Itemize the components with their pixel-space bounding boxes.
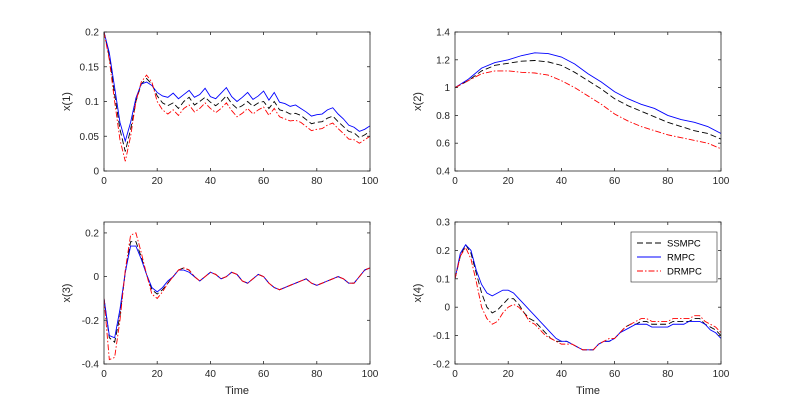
legend: SSMPC RMPC DRMPC bbox=[630, 231, 718, 283]
x-tick-label: 40 bbox=[556, 176, 568, 187]
y-axis-label: x(2) bbox=[412, 92, 424, 111]
subplot-2: 0 20 40 60 80 100 0.4 0.6 0.8 1 1.2 1.4 x(2) bbox=[412, 28, 730, 188]
x-tick-label: 80 bbox=[662, 176, 674, 187]
axes-box bbox=[103, 221, 371, 365]
y-axis-label: x(1) bbox=[61, 92, 73, 111]
x-tick-label: 60 bbox=[258, 176, 270, 187]
x-tick-label: 20 bbox=[152, 369, 164, 380]
y-tick-label: 0.3 bbox=[436, 218, 450, 229]
x-axis-label: Time bbox=[576, 385, 600, 397]
y-tick-label: 0 bbox=[444, 303, 450, 314]
y-tick-label: 1 bbox=[444, 83, 450, 94]
series-line-ssmpc bbox=[455, 243, 721, 351]
plot-area bbox=[455, 32, 721, 171]
y-axis-label: x(4) bbox=[412, 284, 424, 303]
y-tick-label: 0.2 bbox=[436, 246, 450, 257]
x-tick-label: 20 bbox=[503, 176, 515, 187]
x-tick-label: 0 bbox=[101, 369, 107, 380]
x-tick-label: 80 bbox=[311, 176, 323, 187]
y-tick-label: 0.6 bbox=[436, 139, 450, 150]
subplot-1: 0 20 40 60 80 100 0 0.05 0.1 0.15 0.2 x(1) bbox=[61, 28, 379, 188]
subplot-3: 0 20 40 60 80 100 -0.4 -0.2 0 0.2 x(3) Time bbox=[61, 221, 379, 397]
x-tick-label: 60 bbox=[609, 176, 621, 187]
y-tick-label: 0 bbox=[93, 272, 99, 283]
x-tick-label: 100 bbox=[713, 176, 730, 187]
plot-area bbox=[104, 222, 370, 364]
x-tick-label: 60 bbox=[258, 369, 270, 380]
y-tick-label: 1.4 bbox=[436, 28, 450, 39]
y-tick-label: 0.8 bbox=[436, 111, 450, 122]
y-tick-label: -0.2 bbox=[82, 316, 100, 327]
x-tick-label: 40 bbox=[556, 369, 568, 380]
x-tick-label: 100 bbox=[362, 369, 379, 380]
x-tick-label: 0 bbox=[452, 176, 458, 187]
y-tick-label: 0.2 bbox=[85, 28, 99, 39]
y-tick-label: 0.05 bbox=[80, 132, 100, 143]
y-tick-label: -0.4 bbox=[82, 360, 100, 371]
x-tick-label: 100 bbox=[362, 176, 379, 187]
y-axis-label: x(3) bbox=[61, 284, 73, 303]
y-tick-label: 0.2 bbox=[85, 228, 99, 239]
x-tick-label: 40 bbox=[205, 176, 217, 187]
y-tick-label: -0.1 bbox=[433, 331, 451, 342]
y-tick-label: 1.2 bbox=[436, 55, 450, 66]
x-tick-label: 20 bbox=[152, 176, 164, 187]
x-tick-label: 80 bbox=[662, 369, 674, 380]
y-tick-label: 0 bbox=[93, 167, 99, 178]
y-tick-label: -0.2 bbox=[433, 360, 451, 371]
x-axis-label: Time bbox=[225, 385, 249, 397]
series-line-drmpc bbox=[104, 32, 370, 162]
subplot-4: 0 20 40 60 80 100 -0.2 -0.1 0 0.1 0.2 0.3 x(4) Time SS… bbox=[412, 218, 730, 398]
x-tick-label: 80 bbox=[311, 369, 323, 380]
axes-box bbox=[454, 31, 722, 172]
series-line-drmpc bbox=[455, 246, 721, 351]
y-tick-label: 0.15 bbox=[80, 62, 100, 73]
series-line-rmpc bbox=[455, 52, 721, 134]
legend-label-rmpc: RMPC bbox=[667, 253, 695, 264]
y-tick-label: 0.1 bbox=[85, 97, 99, 108]
y-tick-label: 0.1 bbox=[436, 274, 450, 285]
x-tick-label: 100 bbox=[713, 369, 730, 380]
series-line-ssmpc bbox=[455, 60, 721, 140]
x-tick-label: 0 bbox=[101, 176, 107, 187]
y-tick-label: 0.4 bbox=[436, 167, 450, 178]
series-line-drmpc bbox=[455, 70, 721, 150]
x-tick-label: 60 bbox=[609, 369, 621, 380]
x-tick-label: 0 bbox=[452, 369, 458, 380]
series-line-drmpc bbox=[104, 232, 370, 361]
series-line-rmpc bbox=[104, 32, 370, 143]
legend-label-drmpc: DRMPC bbox=[667, 267, 702, 278]
x-tick-label: 20 bbox=[503, 369, 515, 380]
series-line-rmpc bbox=[455, 243, 721, 351]
series-line-ssmpc bbox=[104, 32, 370, 152]
legend-label-ssmpc: SSMPC bbox=[667, 239, 701, 250]
axes-box bbox=[454, 221, 722, 365]
x-tick-label: 40 bbox=[205, 369, 217, 380]
